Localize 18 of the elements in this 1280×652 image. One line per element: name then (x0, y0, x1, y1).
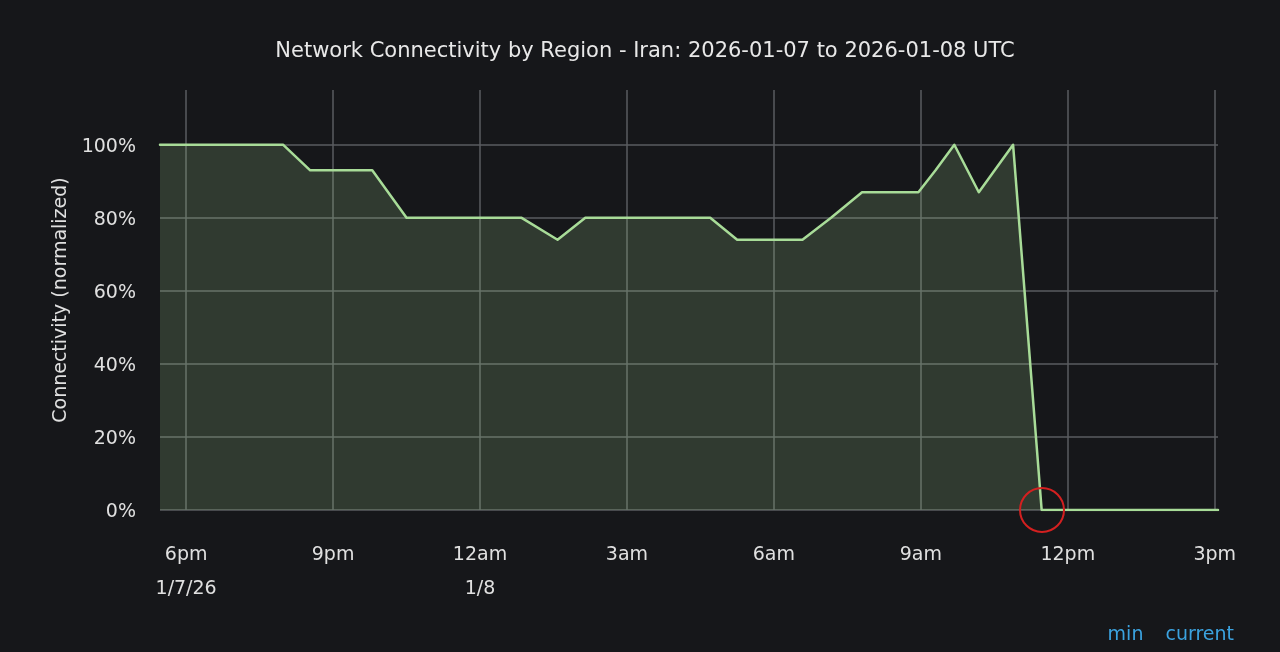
y-tick-label: 0% (105, 499, 136, 521)
y-tick-label: 80% (93, 206, 136, 229)
y-tick-label: 60% (93, 279, 136, 302)
x-tick-label: 12am 1/8 (452, 542, 508, 598)
x-tick-label: 6am (752, 542, 796, 564)
x-tick-label: 9pm (311, 542, 355, 564)
x-tick-label: 3am (605, 542, 649, 564)
y-tick-label: 100% (81, 133, 136, 156)
x-tick-label: 9am (899, 542, 942, 564)
x-tick-label: 6pm 1/7/26 (155, 542, 217, 598)
y-tick-label: 40% (93, 352, 136, 375)
x-tick-label: 12pm (1040, 542, 1096, 564)
text: current (1165, 622, 1234, 644)
text: min (1107, 622, 1144, 644)
y-tick-label: 20% (93, 425, 136, 448)
y-axis-title: Connectivity (normalized) (47, 177, 70, 423)
chart-title: Network Connectivity by Region - Iran: 2026-01-07 to 2026-01-08 UTC (275, 37, 1015, 62)
x-tick-label: 3pm (1193, 542, 1237, 564)
